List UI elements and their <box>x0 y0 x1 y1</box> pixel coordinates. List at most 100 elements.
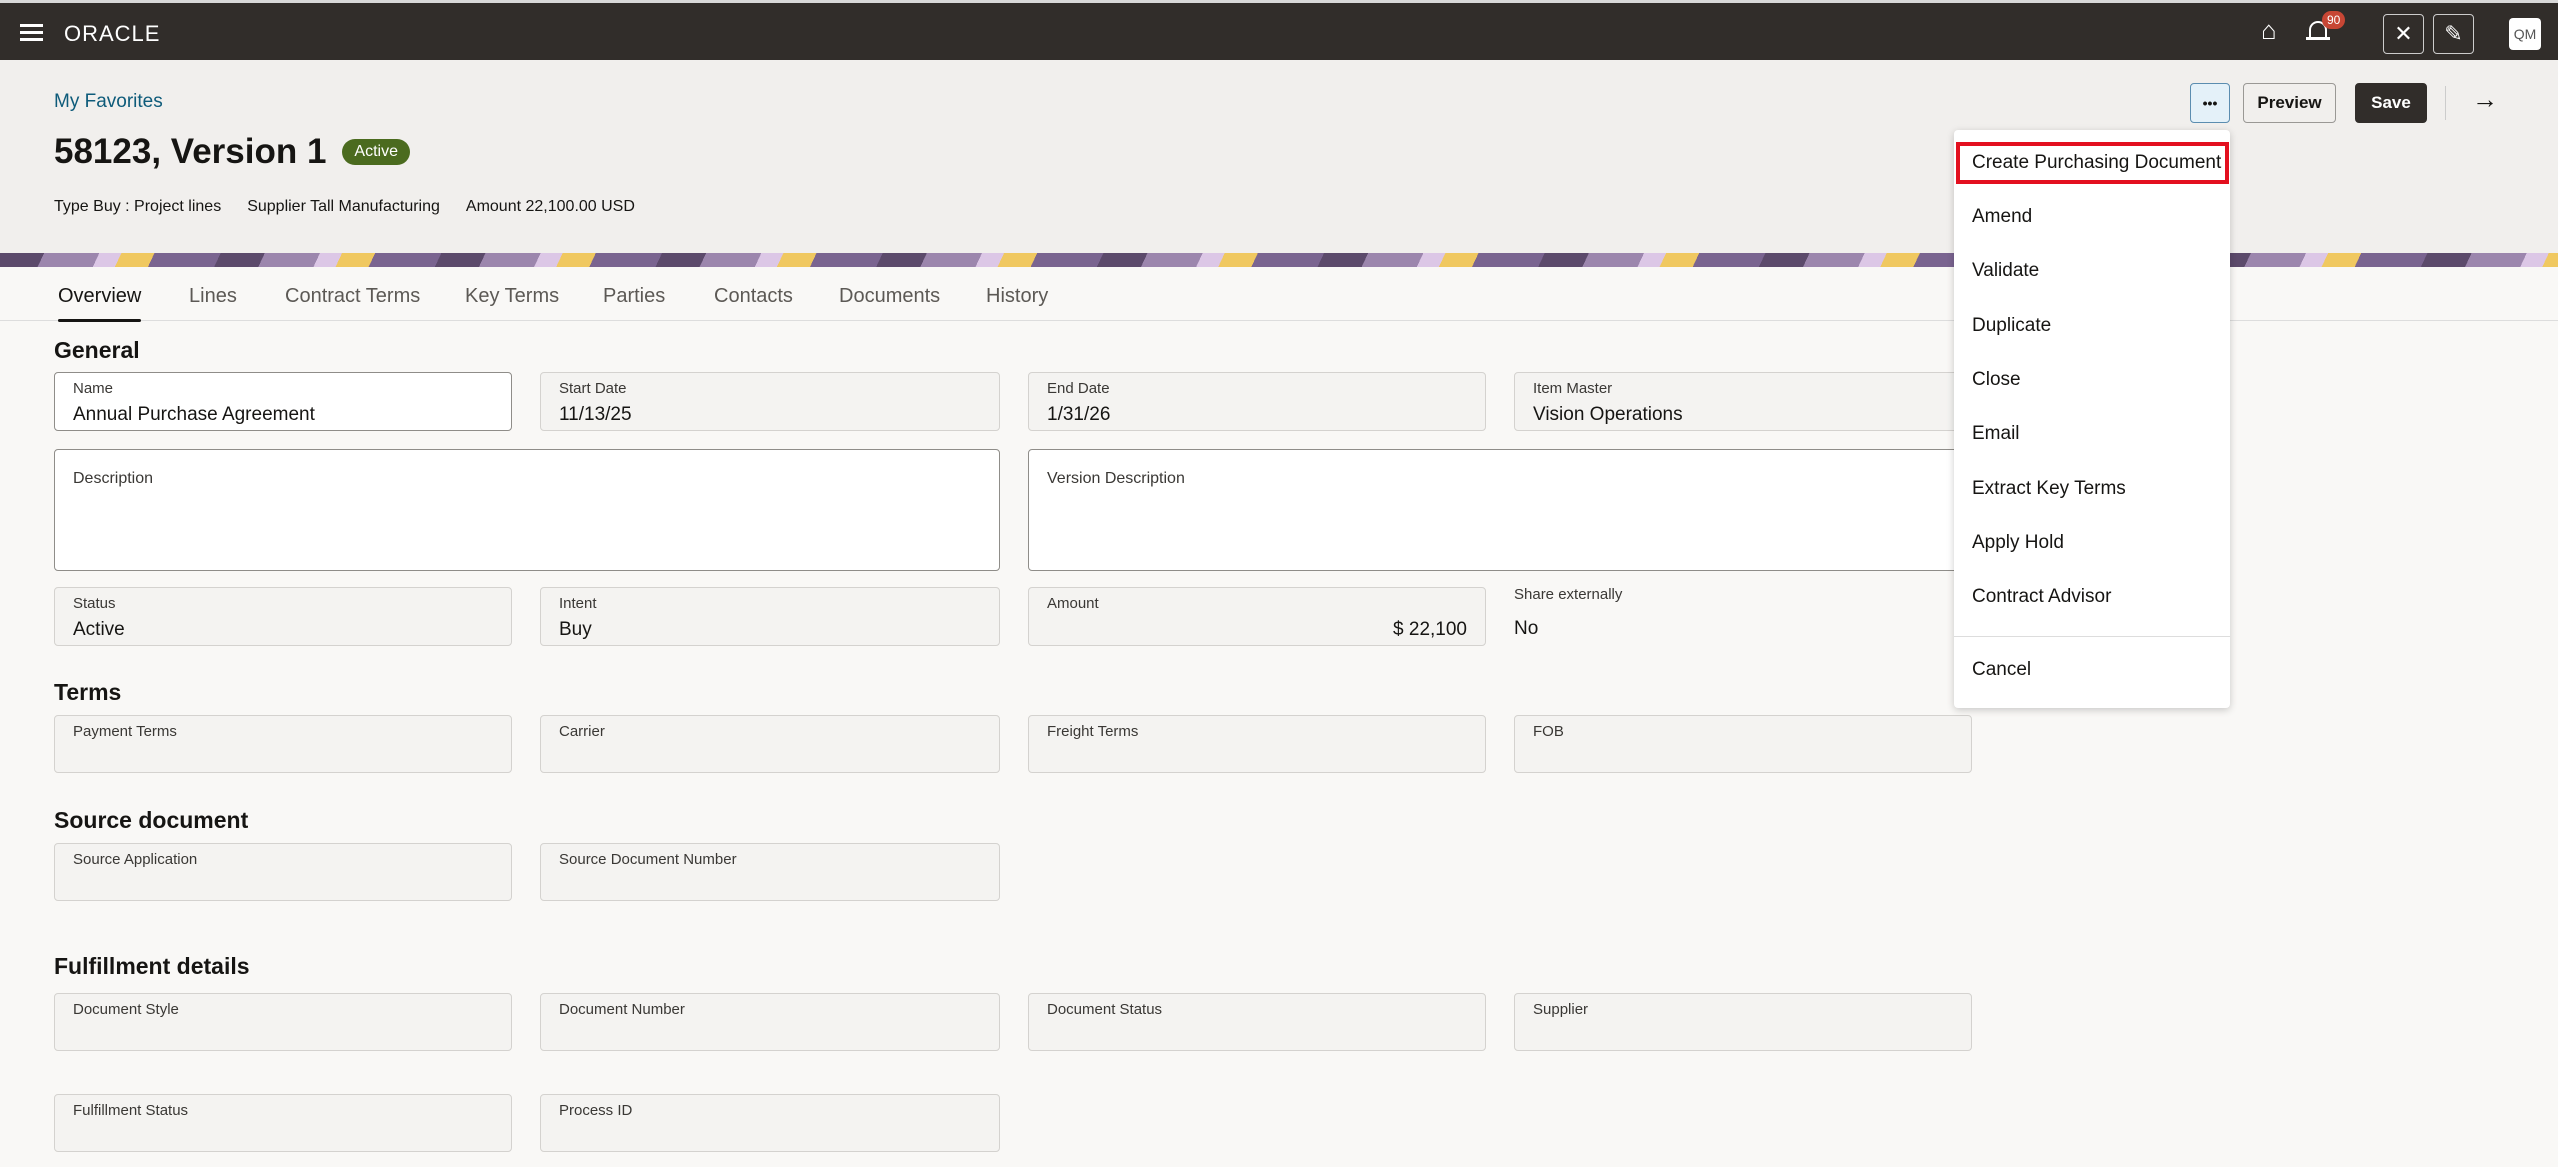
menu-item-validate[interactable]: Validate <box>1972 260 2040 281</box>
item-master-field[interactable]: Item Master Vision Operations <box>1514 372 1972 431</box>
freight-terms-field[interactable]: Freight Terms <box>1028 715 1486 773</box>
meta-type: Type Buy : Project lines <box>54 198 221 216</box>
highlight-box <box>1956 142 2229 184</box>
field-value: Vision Operations <box>1533 404 1683 425</box>
title-row: 58123, Version 1 Active <box>54 132 410 172</box>
tab-overview[interactable]: Overview <box>58 285 142 322</box>
menu-item-duplicate[interactable]: Duplicate <box>1972 315 2052 336</box>
pen-off-icon[interactable]: ✎ <box>2433 14 2474 54</box>
top-bar: ORACLE ⌂ 90 ✕ ✎ QM <box>0 0 2558 60</box>
source-application-field[interactable]: Source Application <box>54 843 512 901</box>
menu-item-contract-advisor[interactable]: Contract Advisor <box>1972 586 2112 607</box>
field-label: FOB <box>1533 723 1564 740</box>
amount-field: Amount $ 22,100 <box>1028 587 1486 646</box>
tab-history[interactable]: History <box>986 285 1049 307</box>
meta-label: Supplier <box>247 198 306 215</box>
meta-row: Type Buy : Project lines Supplier Tall M… <box>54 198 635 216</box>
avatar[interactable]: QM <box>2509 18 2541 50</box>
oracle-logo[interactable]: ORACLE <box>64 21 161 46</box>
menu-item-apply-hold[interactable]: Apply Hold <box>1972 532 2064 553</box>
bell-icon[interactable] <box>2306 21 2330 40</box>
source-document-number-field[interactable]: Source Document Number <box>540 843 1000 901</box>
field-label: Intent <box>559 595 597 612</box>
divider <box>2445 86 2446 120</box>
meta-value: Tall Manufacturing <box>310 198 440 215</box>
field-label: Supplier <box>1533 1001 1589 1018</box>
fulfillment-status-field[interactable]: Fulfillment Status <box>54 1094 512 1152</box>
meta-value: Buy : Project lines <box>93 198 222 215</box>
supplier-field[interactable]: Supplier <box>1514 993 1972 1051</box>
meta-label: Type <box>54 198 89 215</box>
meta-supplier: Supplier Tall Manufacturing <box>247 198 440 216</box>
field-label: Status <box>73 595 116 612</box>
field-label: Fulfillment Status <box>73 1102 189 1119</box>
field-label: Document Status <box>1047 1001 1163 1018</box>
section-heading-fulfillment: Fulfillment details <box>54 953 250 979</box>
breadcrumb[interactable]: My Favorites <box>54 91 163 112</box>
status-field: Status Active <box>54 587 512 646</box>
meta-value: 22,100.00 USD <box>525 198 635 215</box>
forward-arrow-icon[interactable]: → <box>2472 84 2498 114</box>
menu-item-amend[interactable]: Amend <box>1972 206 2033 227</box>
version-description-field[interactable]: Version Description <box>1028 449 1972 571</box>
field-label: Item Master <box>1533 380 1613 397</box>
fob-field[interactable]: FOB <box>1514 715 1972 773</box>
preview-button[interactable]: Preview <box>2243 83 2336 123</box>
menu-item-cancel[interactable]: Cancel <box>1972 659 2032 680</box>
section-heading-source: Source document <box>54 807 249 833</box>
status-badge: Active <box>342 139 410 165</box>
section-heading-terms: Terms <box>54 679 122 705</box>
tab-parties[interactable]: Parties <box>603 285 666 307</box>
field-label: Document Style <box>73 1001 179 1018</box>
field-label: Name <box>73 380 114 397</box>
field-value: Annual Purchase Agreement <box>73 404 315 425</box>
tab-lines[interactable]: Lines <box>189 285 237 307</box>
field-label: Freight Terms <box>1047 723 1139 740</box>
field-value: 1/31/26 <box>1047 404 1111 425</box>
accessibility-off-icon[interactable]: ✕ <box>2383 14 2424 54</box>
document-status-field[interactable]: Document Status <box>1028 993 1486 1051</box>
start-date-field[interactable]: Start Date 11/13/25 <box>540 372 1000 431</box>
field-label: Process ID <box>559 1102 633 1119</box>
description-field[interactable]: Description <box>54 449 1000 571</box>
field-label: Start Date <box>559 380 627 397</box>
tab-contract-terms[interactable]: Contract Terms <box>285 285 421 307</box>
save-button[interactable]: Save <box>2355 83 2427 123</box>
end-date-field[interactable]: End Date 1/31/26 <box>1028 372 1486 431</box>
meta-amount: Amount 22,100.00 USD <box>466 198 635 216</box>
field-label: Source Application <box>73 851 198 868</box>
home-icon[interactable]: ⌂ <box>2261 15 2277 45</box>
share-externally-label: Share externally <box>1514 586 1623 603</box>
document-style-field[interactable]: Document Style <box>54 993 512 1051</box>
carrier-field[interactable]: Carrier <box>540 715 1000 773</box>
menu-item-extract-key-terms[interactable]: Extract Key Terms <box>1972 478 2126 499</box>
menu-item-email[interactable]: Email <box>1972 423 2020 444</box>
field-label: Description <box>73 470 154 487</box>
field-label: Carrier <box>559 723 605 740</box>
more-actions-button[interactable]: ••• <box>2190 83 2230 123</box>
menu-item-close[interactable]: Close <box>1972 369 2021 390</box>
field-label: Document Number <box>559 1001 685 1018</box>
tab-contacts[interactable]: Contacts <box>714 285 793 307</box>
field-label: Payment Terms <box>73 723 177 740</box>
tab-documents[interactable]: Documents <box>839 285 941 307</box>
menu-item-create-purchasing-document[interactable]: Create Purchasing Document <box>1972 152 2222 173</box>
field-label: End Date <box>1047 380 1110 397</box>
document-number-field[interactable]: Document Number <box>540 993 1000 1051</box>
tab-key-terms[interactable]: Key Terms <box>465 285 560 307</box>
meta-label: Amount <box>465 198 522 215</box>
payment-terms-field[interactable]: Payment Terms <box>54 715 512 773</box>
name-field[interactable]: Name Annual Purchase Agreement <box>54 372 512 431</box>
field-value: Active <box>73 619 125 640</box>
actions-menu: Create Purchasing Document Amend Validat… <box>1954 130 2230 708</box>
notification-badge: 90 <box>2322 11 2346 29</box>
intent-field[interactable]: Intent Buy <box>540 587 1000 646</box>
field-label: Source Document Number <box>559 851 737 868</box>
menu-icon[interactable] <box>20 24 43 41</box>
field-label: Amount <box>1047 595 1099 612</box>
process-id-field[interactable]: Process ID <box>540 1094 1000 1152</box>
share-externally-value[interactable]: No <box>1514 618 1539 639</box>
page-title: 58123, Version 1 <box>54 132 327 171</box>
field-label: Version Description <box>1047 470 1185 487</box>
field-value: $ 22,100 <box>1393 619 1467 640</box>
